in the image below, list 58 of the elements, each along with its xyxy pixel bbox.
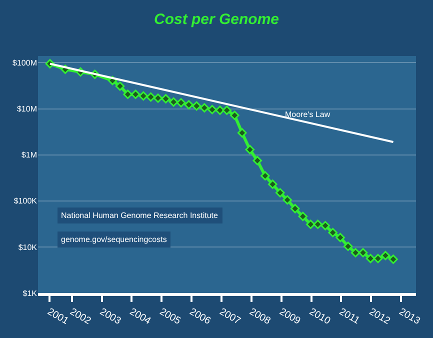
- point: [215, 106, 225, 115]
- point: [268, 180, 278, 189]
- y-tick-label: $1K: [22, 288, 38, 298]
- x-tick-label: 2011: [337, 306, 362, 327]
- point: [138, 91, 148, 101]
- y-tick-label: $10M: [16, 104, 38, 114]
- point: [343, 242, 353, 251]
- point: [168, 97, 178, 107]
- x-tick-label: 2008: [247, 306, 273, 328]
- x-tick-label: 2007: [217, 306, 243, 328]
- point: [366, 254, 376, 264]
- x-tick-label: 2012: [367, 306, 392, 328]
- x-tick-label: 2006: [188, 306, 213, 328]
- point: [161, 94, 170, 104]
- point: [115, 82, 125, 91]
- x-tick-label: 2010: [307, 306, 332, 328]
- x-tick-label: 2013: [397, 306, 422, 328]
- x-tick-label: 2004: [128, 306, 153, 328]
- x-tick-label: 2009: [277, 306, 302, 328]
- point: [130, 90, 140, 99]
- point: [252, 156, 262, 166]
- point: [290, 204, 300, 214]
- point: [222, 106, 232, 115]
- point: [260, 171, 270, 180]
- series-label: Moore's Law: [285, 110, 330, 119]
- point: [200, 103, 210, 112]
- point: [313, 220, 322, 229]
- point: [336, 232, 345, 242]
- point: [184, 100, 194, 110]
- y-tick-label: $100M: [12, 58, 38, 68]
- y-tick-label: $100K: [14, 196, 38, 206]
- point: [146, 92, 156, 102]
- point: [245, 144, 255, 154]
- chart-title: Cost per Genome: [154, 11, 280, 28]
- point: [373, 254, 383, 264]
- y-tick-label: $1M: [21, 150, 38, 160]
- x-tick-label: 2005: [158, 306, 183, 328]
- point: [306, 220, 316, 229]
- point: [275, 188, 285, 198]
- y-tick-label: $10K: [18, 242, 38, 252]
- point: [298, 212, 308, 222]
- point: [153, 94, 163, 103]
- point: [328, 228, 338, 238]
- point: [192, 101, 202, 111]
- point: [176, 98, 186, 108]
- x-tick-label: 2003: [98, 306, 123, 328]
- point: [123, 90, 132, 99]
- point: [208, 104, 217, 114]
- point: [358, 248, 368, 258]
- point: [380, 250, 390, 260]
- point: [388, 254, 398, 264]
- point: [237, 128, 247, 138]
- point: [230, 110, 240, 120]
- point: [320, 221, 330, 230]
- point: [350, 248, 360, 258]
- annotation: genome.gov/sequencingcosts: [61, 235, 167, 244]
- annotation: National Human Genome Research Institute: [61, 211, 219, 220]
- point: [282, 195, 292, 205]
